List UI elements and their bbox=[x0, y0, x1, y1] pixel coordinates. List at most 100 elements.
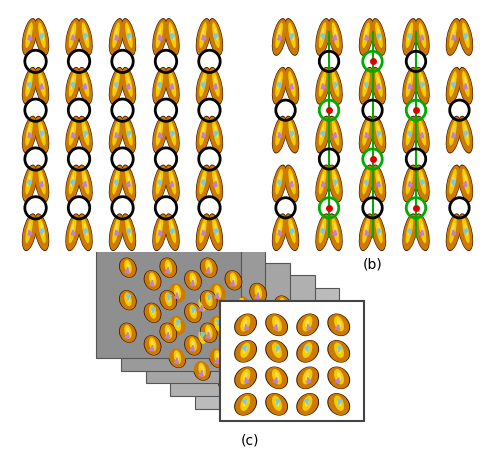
Ellipse shape bbox=[378, 175, 381, 188]
Ellipse shape bbox=[334, 223, 338, 237]
Ellipse shape bbox=[265, 340, 288, 363]
Ellipse shape bbox=[277, 77, 280, 91]
Ellipse shape bbox=[421, 223, 424, 237]
Ellipse shape bbox=[243, 399, 248, 407]
Ellipse shape bbox=[415, 215, 429, 251]
Ellipse shape bbox=[205, 293, 212, 307]
Ellipse shape bbox=[408, 77, 411, 91]
Ellipse shape bbox=[319, 218, 326, 244]
Ellipse shape bbox=[158, 28, 161, 42]
Ellipse shape bbox=[408, 28, 411, 42]
Ellipse shape bbox=[174, 350, 181, 364]
Ellipse shape bbox=[70, 126, 74, 139]
Ellipse shape bbox=[208, 214, 223, 252]
Ellipse shape bbox=[66, 215, 80, 251]
Ellipse shape bbox=[171, 175, 174, 188]
Ellipse shape bbox=[372, 166, 386, 202]
Ellipse shape bbox=[164, 19, 180, 57]
Ellipse shape bbox=[403, 117, 417, 153]
Ellipse shape bbox=[256, 288, 260, 295]
Ellipse shape bbox=[265, 367, 288, 389]
Ellipse shape bbox=[328, 165, 342, 203]
Ellipse shape bbox=[200, 366, 204, 373]
Ellipse shape bbox=[328, 69, 342, 105]
Ellipse shape bbox=[218, 341, 236, 361]
Ellipse shape bbox=[243, 372, 248, 380]
Ellipse shape bbox=[464, 175, 468, 188]
Ellipse shape bbox=[22, 215, 36, 251]
Ellipse shape bbox=[328, 117, 342, 153]
Ellipse shape bbox=[164, 325, 172, 339]
Ellipse shape bbox=[82, 218, 89, 244]
Ellipse shape bbox=[22, 19, 37, 57]
Ellipse shape bbox=[199, 169, 207, 195]
Ellipse shape bbox=[210, 284, 226, 303]
Ellipse shape bbox=[296, 367, 319, 389]
Ellipse shape bbox=[414, 165, 430, 203]
Ellipse shape bbox=[406, 72, 413, 98]
Ellipse shape bbox=[158, 223, 161, 237]
Ellipse shape bbox=[201, 223, 204, 237]
Ellipse shape bbox=[266, 314, 287, 336]
Ellipse shape bbox=[208, 165, 223, 203]
Ellipse shape bbox=[276, 72, 283, 98]
Ellipse shape bbox=[84, 223, 87, 237]
Ellipse shape bbox=[250, 283, 267, 304]
Ellipse shape bbox=[168, 348, 186, 368]
Ellipse shape bbox=[164, 293, 172, 307]
Ellipse shape bbox=[406, 23, 413, 49]
Ellipse shape bbox=[328, 314, 349, 336]
Ellipse shape bbox=[114, 126, 117, 139]
Ellipse shape bbox=[69, 169, 76, 195]
Ellipse shape bbox=[110, 166, 124, 202]
Ellipse shape bbox=[38, 120, 46, 147]
Ellipse shape bbox=[201, 126, 204, 139]
Ellipse shape bbox=[449, 23, 457, 49]
Ellipse shape bbox=[279, 331, 286, 344]
Ellipse shape bbox=[78, 214, 92, 252]
Ellipse shape bbox=[316, 19, 330, 57]
Ellipse shape bbox=[266, 378, 269, 386]
Ellipse shape bbox=[214, 285, 222, 299]
Ellipse shape bbox=[192, 341, 195, 348]
Ellipse shape bbox=[378, 77, 381, 91]
Ellipse shape bbox=[208, 69, 222, 105]
Ellipse shape bbox=[160, 258, 176, 278]
Ellipse shape bbox=[82, 120, 89, 147]
Bar bbox=[96, 238, 240, 358]
Ellipse shape bbox=[199, 23, 207, 49]
Ellipse shape bbox=[122, 69, 136, 105]
Ellipse shape bbox=[316, 117, 330, 153]
Ellipse shape bbox=[121, 165, 136, 203]
Ellipse shape bbox=[208, 166, 222, 202]
Ellipse shape bbox=[78, 68, 92, 106]
Ellipse shape bbox=[201, 28, 204, 42]
Ellipse shape bbox=[259, 374, 275, 393]
Ellipse shape bbox=[449, 72, 457, 98]
Ellipse shape bbox=[168, 169, 176, 195]
Bar bbox=[195, 289, 340, 409]
Ellipse shape bbox=[332, 72, 339, 98]
Ellipse shape bbox=[78, 20, 92, 56]
Ellipse shape bbox=[66, 68, 80, 106]
Ellipse shape bbox=[198, 331, 206, 344]
Ellipse shape bbox=[216, 288, 220, 295]
Ellipse shape bbox=[235, 367, 256, 389]
Ellipse shape bbox=[205, 325, 212, 339]
Ellipse shape bbox=[153, 166, 167, 202]
Ellipse shape bbox=[272, 68, 287, 106]
Ellipse shape bbox=[372, 20, 386, 56]
Ellipse shape bbox=[375, 72, 382, 98]
Ellipse shape bbox=[402, 19, 417, 57]
Ellipse shape bbox=[22, 69, 36, 105]
Ellipse shape bbox=[290, 28, 294, 42]
Ellipse shape bbox=[272, 215, 286, 251]
Ellipse shape bbox=[126, 295, 130, 303]
Ellipse shape bbox=[359, 68, 374, 106]
Ellipse shape bbox=[69, 218, 76, 244]
Ellipse shape bbox=[38, 218, 46, 244]
Ellipse shape bbox=[275, 346, 280, 354]
Bar bbox=[170, 276, 314, 396]
Ellipse shape bbox=[451, 77, 454, 91]
Ellipse shape bbox=[40, 28, 44, 42]
